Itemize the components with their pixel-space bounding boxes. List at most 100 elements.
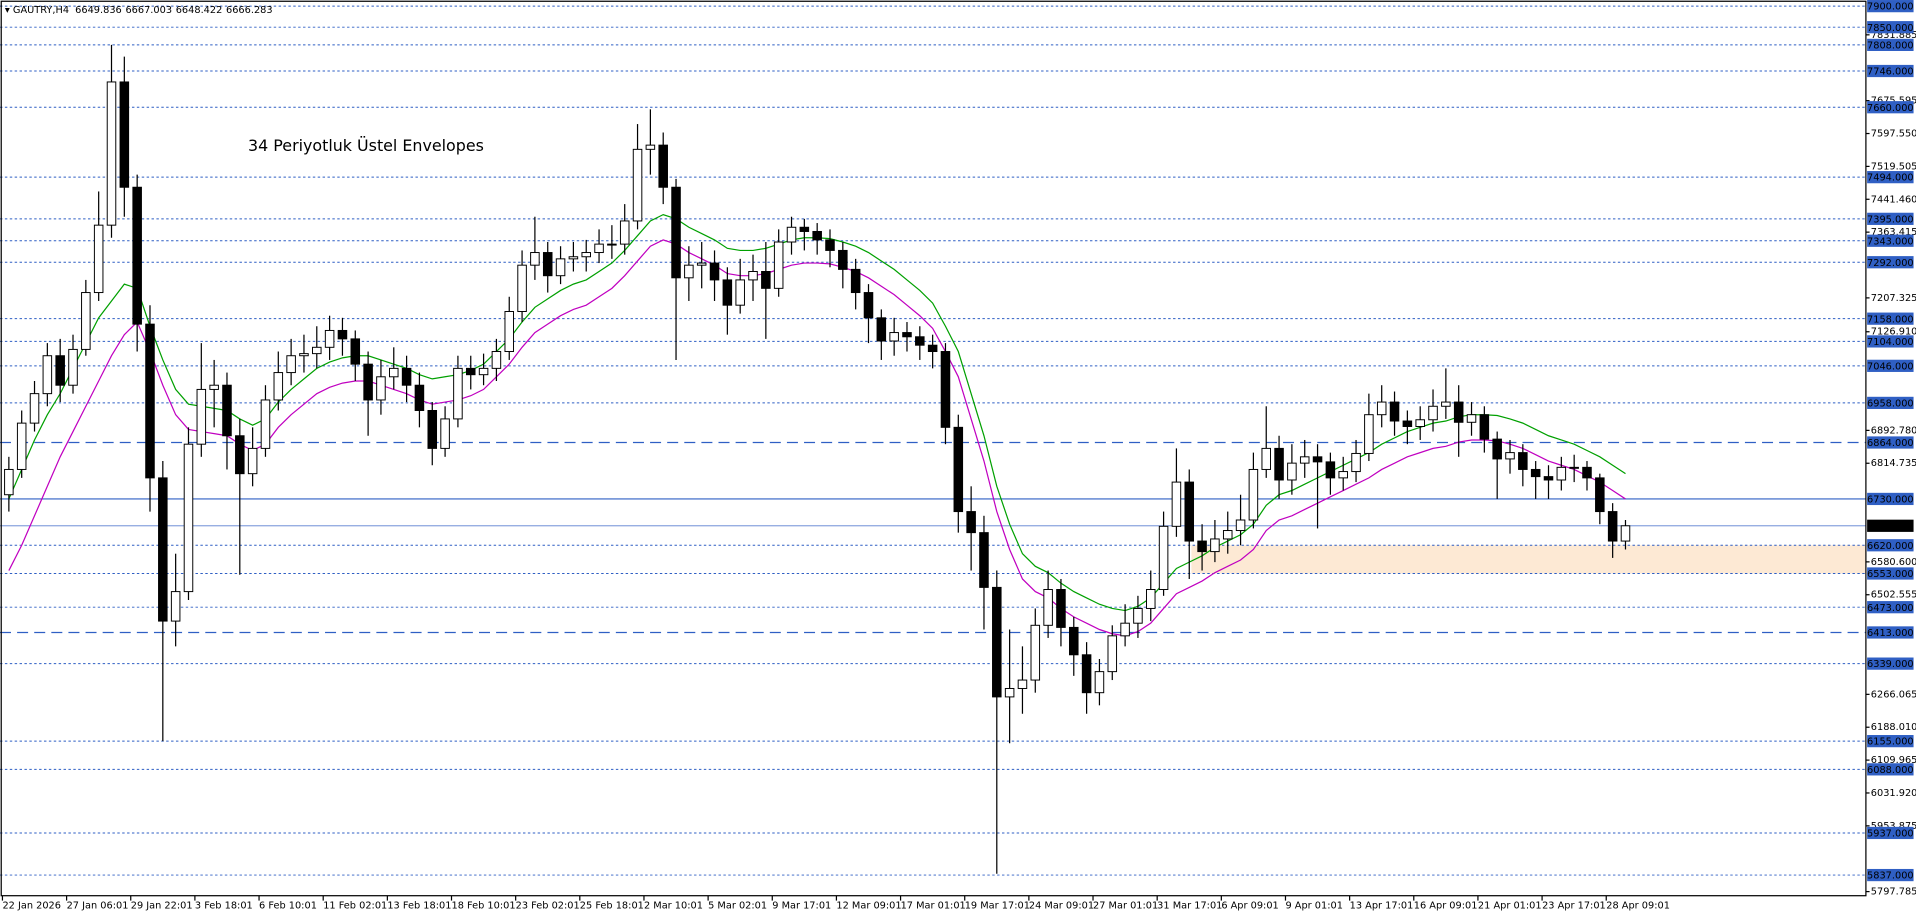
level-label: 6864.000 [1867, 438, 1914, 449]
candle-body [222, 384, 232, 437]
level-label: 7395.000 [1867, 214, 1914, 225]
x-tick-label: 27 Mar 01:01 [1093, 900, 1158, 911]
level-label-box [1867, 234, 1914, 247]
menu-arrow: ▾ [5, 5, 13, 16]
candle-body [324, 329, 335, 348]
level-label: 7808.000 [1867, 40, 1914, 51]
x-tick-label: 16 Apr 09:01 [1414, 900, 1478, 911]
x-tick-label: 19 Mar 17:01 [965, 900, 1030, 911]
x-tick-label: 22 Jan 2026 [2, 900, 61, 911]
candle-body [1556, 466, 1567, 481]
level-label-box [1867, 492, 1914, 506]
candle-body [1261, 447, 1271, 470]
level-label: 6553.000 [1867, 569, 1914, 580]
candle-body [594, 243, 604, 254]
level-label: 7660.000 [1867, 103, 1914, 114]
candle-body [1274, 447, 1284, 481]
candle-body [1248, 468, 1259, 521]
candle-body [504, 311, 515, 353]
y-tick-label: 6580.600 [1871, 557, 1916, 568]
level-label: 6473.000 [1867, 603, 1914, 614]
candle-body [1235, 519, 1246, 532]
candle-body [850, 268, 861, 294]
header-high: 6667.003 [125, 5, 172, 16]
y-tick-label: 5797.785 [1871, 887, 1916, 898]
candle-body [632, 148, 643, 222]
candle-body [1466, 414, 1477, 423]
x-tick-label: 2 Mar 10:01 [644, 900, 703, 911]
y-tick-label: 6266.065 [1871, 689, 1916, 700]
candle-body [145, 323, 155, 479]
candle-body [1312, 456, 1323, 463]
candle-body [273, 372, 284, 401]
candle-body [542, 252, 553, 277]
y-tick-label: 7126.910 [1871, 327, 1916, 338]
candle-body [799, 226, 810, 232]
level-label-box [1867, 436, 1914, 449]
candle-body [337, 329, 348, 340]
candle-body [735, 279, 745, 306]
candle-body [863, 292, 874, 319]
x-tick-label: 13 Apr 17:01 [1350, 900, 1414, 911]
candle-body [440, 418, 450, 449]
level-label: 7292.000 [1867, 258, 1914, 269]
y-tick-label: 7441.460 [1871, 194, 1916, 205]
candle-body [1030, 624, 1041, 681]
candle-body [786, 226, 797, 243]
y-tick-label: 6502.555 [1871, 590, 1916, 601]
current-price-box [1867, 519, 1914, 532]
candle-body [1492, 438, 1502, 460]
candle-body [491, 351, 502, 369]
candle-body [68, 348, 78, 386]
level-label: 6339.000 [1867, 659, 1914, 670]
candle-body [132, 186, 142, 325]
y-tick-label: 7831.885 [1871, 30, 1916, 41]
candle-body [1530, 468, 1541, 478]
candle-body [1069, 626, 1079, 656]
zone [1191, 545, 1866, 574]
level-label-box [1867, 0, 1914, 13]
candle-body [1120, 622, 1130, 637]
candle-body [183, 443, 194, 593]
candle-body [645, 144, 656, 150]
level-label-box [1867, 735, 1914, 748]
candle-body [876, 317, 887, 342]
level-label-box [1867, 335, 1914, 348]
level-label-box [1867, 626, 1914, 639]
candle-body [1299, 456, 1310, 464]
candle-body [671, 186, 681, 279]
candle-body [29, 393, 40, 424]
envelope-line [8, 239, 1626, 637]
candle-body [106, 81, 117, 226]
candle-body [299, 353, 309, 357]
level-label: 7158.000 [1867, 314, 1914, 325]
candle-body [414, 384, 425, 411]
candle-body [825, 239, 835, 251]
candle-body [1325, 461, 1336, 479]
x-tick-label: 28 Apr 09:01 [1606, 900, 1670, 911]
candle-body [684, 264, 694, 279]
candle-body [773, 241, 784, 289]
y-tick-label: 7207.325 [1871, 293, 1916, 304]
level-label-box [1867, 763, 1914, 776]
candle-body [1518, 452, 1528, 470]
x-tick-label: 6 Feb 10:01 [259, 900, 317, 911]
candle-body [722, 279, 733, 306]
candle-body [1569, 466, 1579, 469]
x-tick-label: 25 Feb 18:01 [580, 900, 644, 911]
candle-body [1453, 401, 1464, 423]
symbol: GAUTRY,H4 [13, 5, 69, 16]
candle-body [568, 256, 579, 260]
level-label-box [1867, 539, 1914, 552]
level-label-box [1867, 101, 1914, 114]
candle-body [838, 249, 848, 270]
candle-body [581, 252, 591, 258]
candle-body [453, 367, 463, 420]
y-tick-label: 7597.550 [1871, 129, 1916, 140]
x-tick-label: 18 Feb 10:01 [452, 900, 516, 911]
x-tick-label: 17 Mar 01:01 [901, 900, 966, 911]
candle-body [1158, 525, 1169, 590]
level-label-box [1867, 567, 1914, 580]
level-label-box [1867, 396, 1914, 410]
